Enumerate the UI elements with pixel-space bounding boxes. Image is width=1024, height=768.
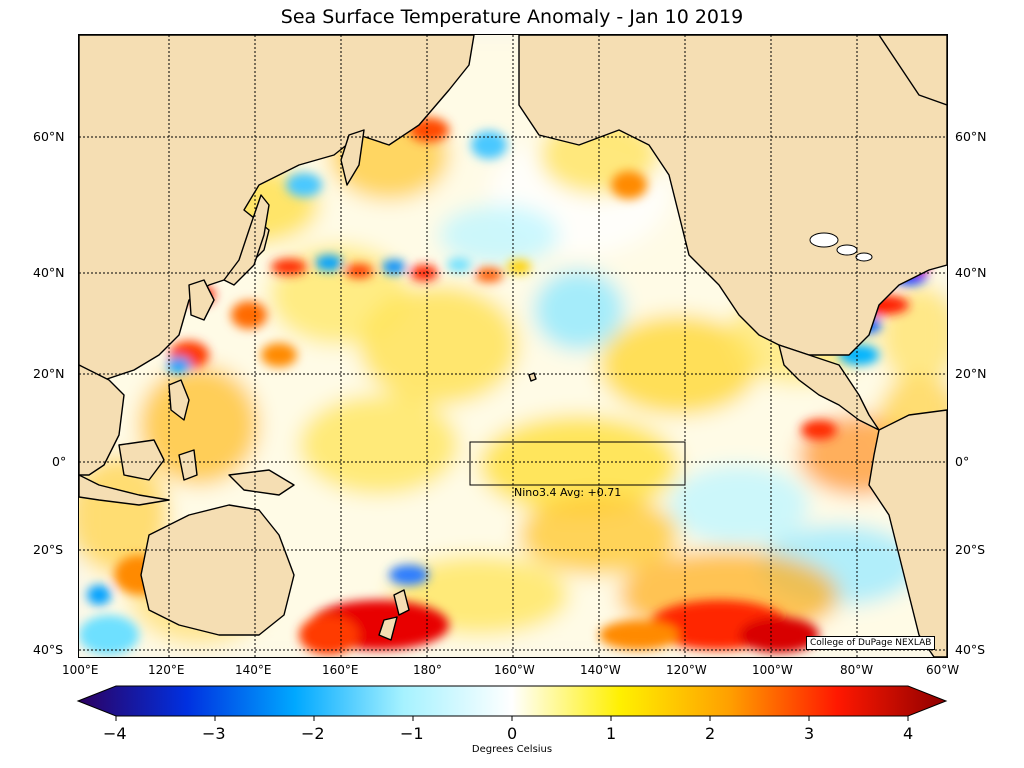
land-korea bbox=[188, 279, 215, 321]
lon-label-80w: 80°W bbox=[840, 663, 874, 677]
colorbar-tick-neg2: −2 bbox=[301, 724, 325, 743]
colorbar-ticks bbox=[115, 716, 909, 721]
lat-label-60n-right: 60°N bbox=[955, 129, 987, 144]
lat-label-20s-right: 20°S bbox=[955, 542, 986, 557]
land-masses bbox=[79, 35, 947, 657]
colorbar-tick-neg1: −1 bbox=[400, 724, 424, 743]
lat-label-20n-right: 20°N bbox=[955, 366, 987, 381]
colorbar-tick-1: 1 bbox=[606, 724, 617, 743]
credit-label: College of DuPage NEXLAB bbox=[806, 636, 936, 650]
colorbar-gradient bbox=[76, 685, 948, 717]
great-lakes bbox=[809, 232, 873, 262]
lat-label-40n-right: 40°N bbox=[955, 265, 987, 280]
lat-label-0-right: 0° bbox=[955, 454, 970, 469]
lon-label-140e: 140°E bbox=[235, 663, 272, 677]
land-new-zealand bbox=[378, 589, 410, 641]
colorbar-tick-neg4: −4 bbox=[103, 724, 127, 743]
lat-label-40s-right: 40°S bbox=[955, 642, 986, 657]
lat-label-40s-left: 40°S bbox=[33, 642, 64, 657]
lon-label-160e: 160°E bbox=[322, 663, 359, 677]
land-philippines bbox=[168, 379, 190, 421]
lat-label-60n-left: 60°N bbox=[33, 129, 65, 144]
lat-label-20n-left: 20°N bbox=[33, 366, 65, 381]
land-sulawesi bbox=[178, 449, 198, 481]
colorbar-tick-3: 3 bbox=[804, 724, 815, 743]
lon-label-160w: 160°W bbox=[494, 663, 535, 677]
lat-label-0-left: 0° bbox=[52, 454, 67, 469]
land-south-america bbox=[868, 409, 947, 657]
land-indochina bbox=[79, 364, 125, 476]
land-borneo bbox=[118, 439, 165, 481]
land-indonesia-west bbox=[79, 474, 170, 506]
nino34-label: Nino3.4 Avg: +0.71 bbox=[514, 486, 622, 499]
lat-label-20s-left: 20°S bbox=[33, 542, 64, 557]
nino34-box bbox=[469, 441, 686, 486]
lat-label-40n-left: 40°N bbox=[33, 265, 65, 280]
land-australia bbox=[140, 504, 295, 636]
colorbar-tick-2: 2 bbox=[705, 724, 716, 743]
graticule bbox=[79, 35, 947, 657]
land-new-guinea bbox=[228, 469, 295, 496]
colorbar-tick-0: 0 bbox=[507, 724, 518, 743]
land-kamchatka bbox=[340, 129, 365, 186]
colorbar-label: Degrees Celsius bbox=[471, 744, 553, 755]
lon-label-120w: 120°W bbox=[666, 663, 707, 677]
colorbar bbox=[76, 685, 948, 721]
lon-label-120e: 120°E bbox=[148, 663, 185, 677]
lon-label-140w: 140°W bbox=[580, 663, 621, 677]
land-central-america bbox=[778, 344, 880, 431]
map-canvas bbox=[79, 35, 947, 657]
colorbar-tick-neg3: −3 bbox=[202, 724, 226, 743]
map-title: Sea Surface Temperature Anomaly - Jan 10… bbox=[280, 6, 744, 28]
colorbar-tick-4: 4 bbox=[903, 724, 914, 743]
sst-anomaly-map bbox=[78, 34, 948, 658]
lon-label-60w: 60°W bbox=[926, 663, 960, 677]
lon-label-180: 180° bbox=[413, 663, 442, 677]
lon-label-100w: 100°W bbox=[752, 663, 793, 677]
lon-label-100e: 100°E bbox=[62, 663, 99, 677]
land-greenland bbox=[878, 35, 947, 106]
